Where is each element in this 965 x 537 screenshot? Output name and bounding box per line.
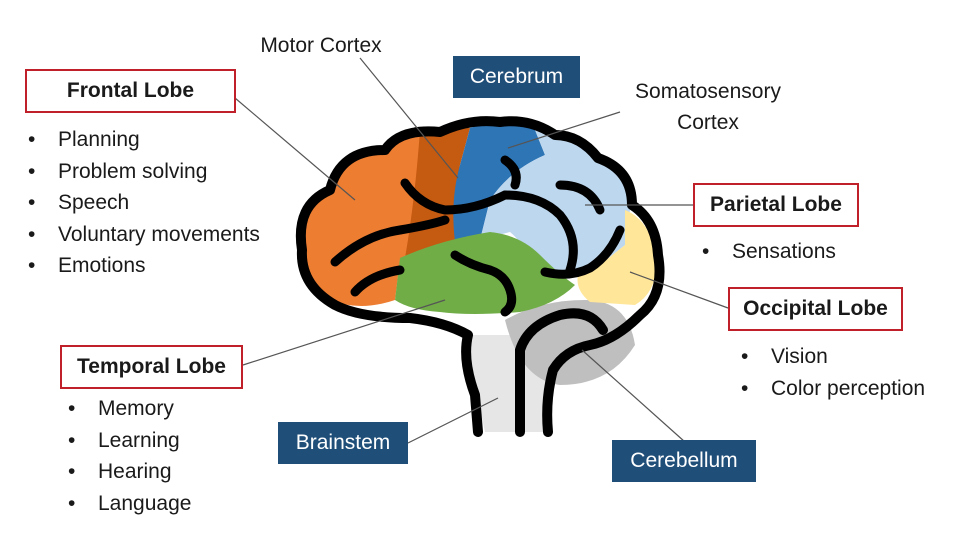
- leader-line: [407, 397, 499, 444]
- motor-cortex-label: Motor Cortex: [260, 34, 382, 57]
- frontal-lobe-label: Frontal Lobe: [25, 69, 236, 113]
- cerebellum-label: Cerebellum: [612, 440, 756, 482]
- list-item: Vision: [741, 341, 925, 373]
- list-item: Memory: [68, 393, 191, 425]
- list-item: Problem solving: [28, 156, 260, 188]
- sulcus-line: [500, 190, 578, 275]
- sulcus-line: [330, 215, 450, 267]
- parietal-lobe-list: Sensations: [702, 236, 836, 268]
- somatosensory-cortex-label: Somatosensory Cortex: [620, 76, 796, 138]
- list-item: Speech: [28, 187, 260, 219]
- list-item: Color perception: [741, 373, 925, 405]
- list-item: Voluntary movements: [28, 219, 260, 251]
- sulcus-line: [350, 265, 405, 297]
- list-item: Emotions: [28, 250, 260, 282]
- sulcus-line: [540, 225, 625, 279]
- temporal-lobe-list: Memory Learning Hearing Language: [68, 393, 191, 519]
- list-item: Learning: [68, 425, 191, 457]
- somatosensory-region: [453, 121, 545, 242]
- cerebrum-label: Cerebrum: [453, 56, 580, 98]
- brainstem-label: Brainstem: [278, 422, 408, 464]
- brain-outline: [295, 116, 665, 437]
- parietal-lobe-region: [480, 130, 630, 277]
- sulcus-line: [555, 180, 605, 215]
- sulcus-line: [400, 178, 510, 215]
- list-item: Sensations: [702, 236, 836, 268]
- leader-line: [581, 349, 686, 443]
- occipital-lobe-region: [577, 210, 656, 305]
- brainstem-inner-line: [515, 308, 608, 437]
- list-item: Planning: [28, 124, 260, 156]
- somatosensory-label-line2: Cortex: [677, 111, 739, 134]
- occipital-lobe-label: Occipital Lobe: [728, 287, 903, 331]
- leader-line: [234, 97, 356, 201]
- sulcus-line: [500, 155, 521, 190]
- sulcus-line: [450, 250, 517, 317]
- somatosensory-label-line1: Somatosensory: [635, 80, 781, 103]
- parietal-lobe-label: Parietal Lobe: [693, 183, 859, 227]
- leader-line: [359, 57, 459, 179]
- occipital-lobe-list: Vision Color perception: [741, 341, 925, 404]
- list-item: Hearing: [68, 456, 191, 488]
- frontal-lobe-list: Planning Problem solving Speech Voluntar…: [28, 124, 260, 282]
- leader-line: [242, 299, 446, 366]
- leader-line: [629, 271, 729, 309]
- list-item: Language: [68, 488, 191, 520]
- temporal-lobe-label: Temporal Lobe: [60, 345, 243, 389]
- leader-line: [507, 111, 621, 149]
